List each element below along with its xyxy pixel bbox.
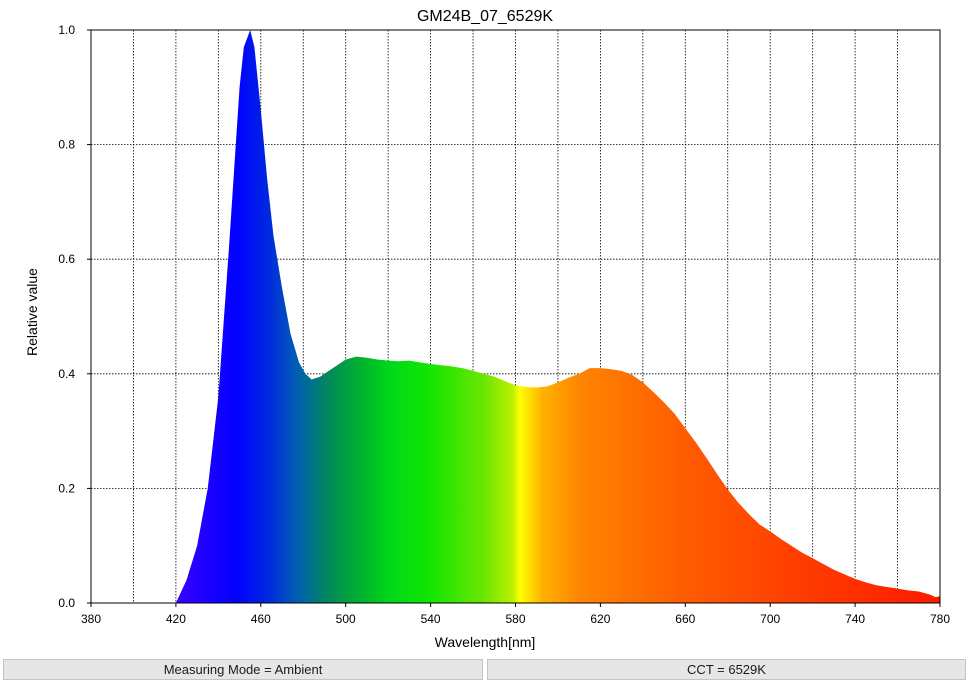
y-tick-label: 0.4 xyxy=(58,367,75,381)
x-axis-label: Wavelength[nm] xyxy=(435,634,536,650)
x-tick-label: 780 xyxy=(930,612,950,626)
measuring-mode-status: Measuring Mode = Ambient xyxy=(3,659,483,680)
x-tick-label: 740 xyxy=(845,612,865,626)
spectrum-chart: GM24B_07_6529K 380 420 460 500 540 580 620 660 7… xyxy=(24,8,950,650)
chart-title: GM24B_07_6529K xyxy=(417,8,553,25)
x-tick-label: 660 xyxy=(675,612,695,626)
x-tick-label: 420 xyxy=(166,612,186,626)
cct-status: CCT = 6529K xyxy=(487,659,966,680)
y-tick-label: 0.6 xyxy=(58,252,75,266)
x-tick-label: 700 xyxy=(760,612,780,626)
y-tick-label: 0.8 xyxy=(58,138,75,152)
x-tick-label: 540 xyxy=(421,612,441,626)
status-bar: Measuring Mode = Ambient CCT = 6529K xyxy=(0,656,970,683)
x-tick-label: 380 xyxy=(81,612,101,626)
spectrum-area xyxy=(175,30,940,603)
y-tick-label: 1.0 xyxy=(58,23,75,37)
y-tick-label: 0.2 xyxy=(58,481,75,495)
x-tick-label: 580 xyxy=(505,612,525,626)
x-tick-label: 460 xyxy=(251,612,271,626)
y-axis-label: Relative value xyxy=(24,268,40,356)
y-tick-label: 0.0 xyxy=(58,596,75,610)
x-tick-label: 500 xyxy=(336,612,356,626)
y-axis-ticks: 0.0 0.2 0.4 0.6 0.8 1.0 xyxy=(58,23,91,610)
x-tick-label: 620 xyxy=(590,612,610,626)
x-axis-ticks: 380 420 460 500 540 580 620 660 700 740 780 xyxy=(81,603,950,626)
